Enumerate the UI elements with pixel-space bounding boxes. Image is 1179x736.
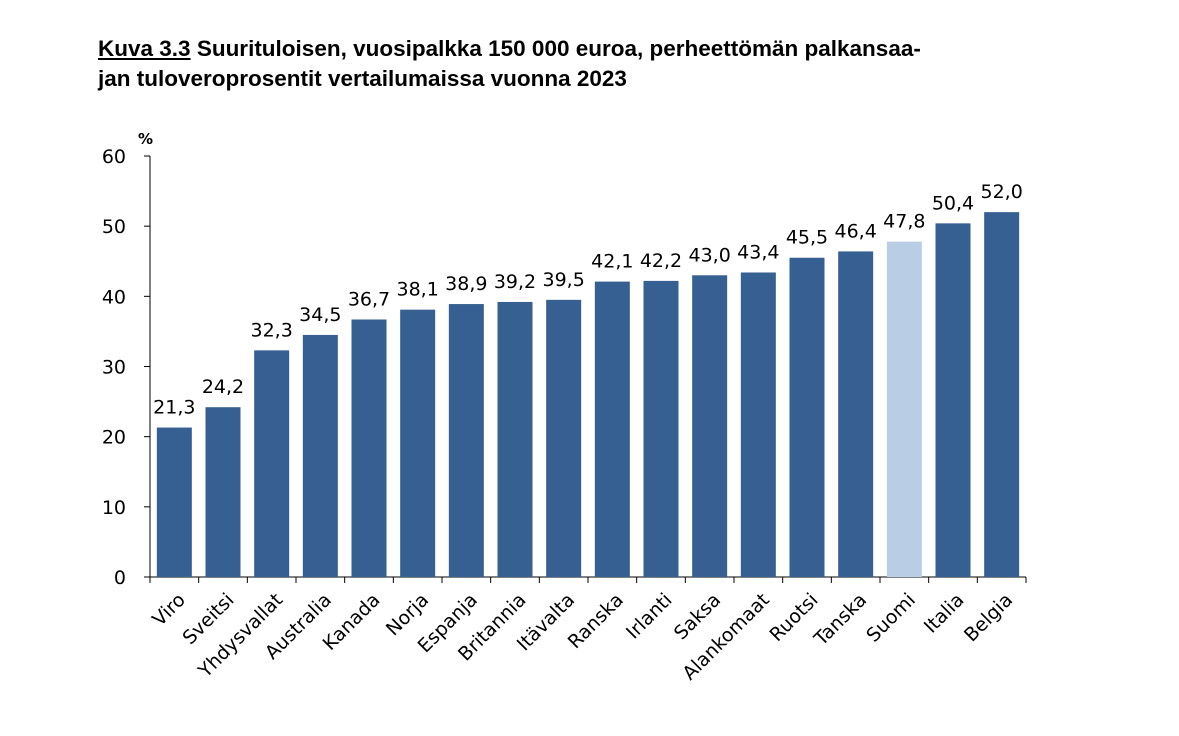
- data-label: 24,2: [202, 376, 244, 398]
- data-label: 52,0: [981, 181, 1023, 203]
- category-label: Ranska: [564, 589, 628, 653]
- y-tick-label: 40: [102, 286, 126, 308]
- category-labels: ViroSveitsiYhdysvallatAustraliaKanadaNor…: [148, 589, 1017, 685]
- bar-tanska: [838, 251, 874, 577]
- data-label: 21,3: [153, 397, 195, 419]
- data-label: 38,9: [445, 273, 487, 295]
- data-label: 38,1: [397, 279, 439, 301]
- y-tick-label: 60: [102, 146, 126, 168]
- data-label: 39,2: [494, 271, 536, 293]
- data-labels: 21,3 24,2 32,3 34,5 36,7 38,1 38,9 39,2 39,5 42,1…: [153, 181, 1023, 418]
- category-label: Viro: [148, 589, 190, 631]
- bar-espanja: [448, 304, 484, 577]
- data-label: 50,4: [932, 192, 974, 214]
- figure-number: Kuva 3.3: [98, 36, 191, 61]
- bar-ruotsi: [789, 257, 825, 577]
- bar-australia: [302, 334, 338, 577]
- data-label: 34,5: [299, 304, 341, 326]
- chart-title: Kuva 3.3 Suurituloisen, vuosipalkka 150 …: [98, 34, 1058, 94]
- y-tick-label: 30: [102, 357, 126, 379]
- chart-title-line1: Suurituloisen, vuosipalkka 150 000 euroa…: [190, 36, 921, 61]
- bar-itävalta: [546, 299, 582, 577]
- bar-saksa: [692, 275, 728, 577]
- y-tick-label: 0: [114, 567, 126, 589]
- bar-yhdysvallat: [254, 350, 290, 577]
- bar-italia: [935, 223, 971, 578]
- y-tick-label: 10: [102, 497, 126, 519]
- x-axis: [149, 576, 1027, 583]
- bar-suomi: [886, 241, 922, 577]
- y-axis-unit-label: %: [138, 130, 153, 148]
- bar-ranska: [594, 281, 630, 577]
- category-label: Suomi: [862, 589, 920, 647]
- category-label: Irlanti: [622, 589, 677, 644]
- data-label: 47,8: [883, 211, 925, 233]
- bar-alankomaat: [740, 272, 776, 577]
- y-tick-label: 50: [102, 216, 126, 238]
- y-tick-label: 20: [102, 427, 126, 449]
- bar-irlanti: [643, 280, 679, 577]
- category-label: Belgia: [960, 589, 1017, 646]
- data-label: 36,7: [348, 288, 390, 310]
- bar-kanada: [351, 319, 387, 577]
- bar-viro: [156, 427, 192, 577]
- data-label: 46,4: [835, 220, 877, 242]
- data-label: 43,0: [689, 244, 731, 266]
- data-label: 43,4: [737, 241, 779, 263]
- data-label: 39,5: [543, 269, 585, 291]
- category-label: Tanska: [809, 589, 871, 651]
- y-axis: 0 10 20 30 40 50 60: [102, 146, 151, 589]
- data-label: 45,5: [786, 227, 828, 249]
- data-label: 42,2: [640, 250, 682, 272]
- data-label: 32,3: [251, 319, 293, 341]
- data-label: 42,1: [591, 251, 633, 273]
- bars: [156, 212, 1020, 578]
- bar-norja: [400, 309, 436, 577]
- chart-title-line2: jan tuloveroprosentit vertailumaissa vuo…: [98, 66, 627, 91]
- bar-sveitsi: [205, 407, 241, 577]
- bar-britannia: [497, 301, 533, 577]
- bar-belgia: [984, 212, 1020, 577]
